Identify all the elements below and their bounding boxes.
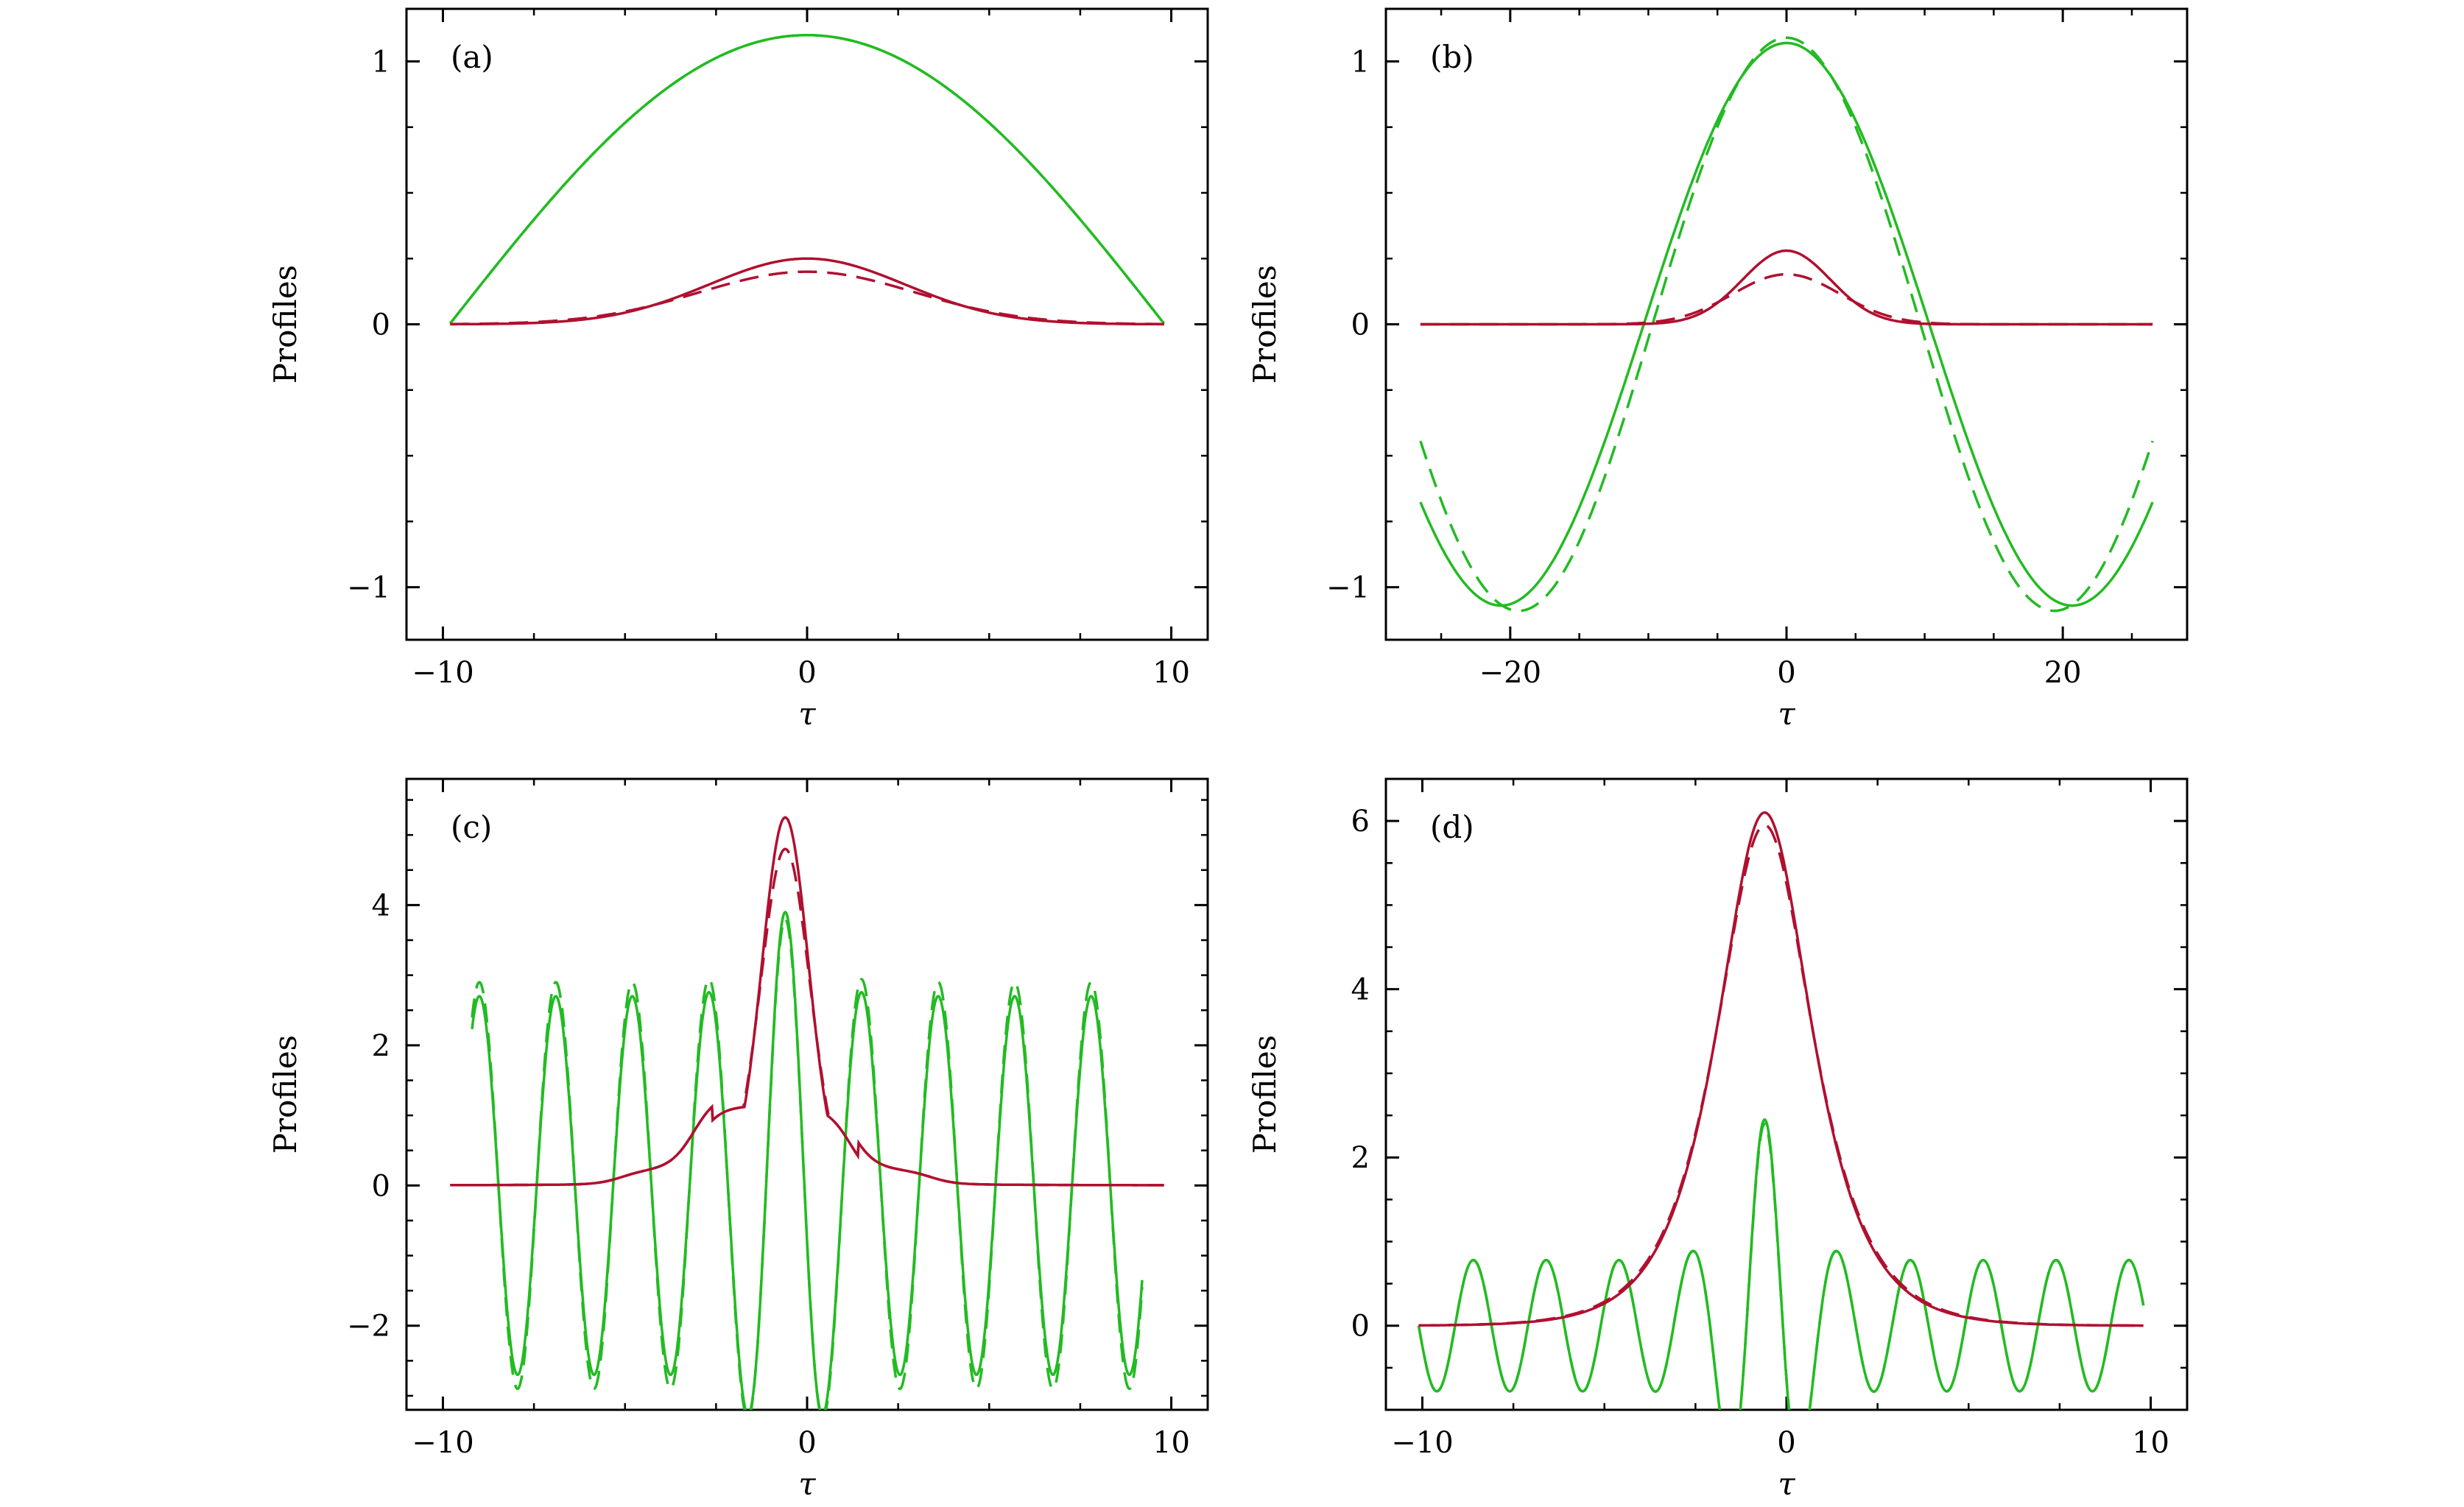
series-red-dashed [450, 270, 1164, 325]
y-tick-label: 2 [1351, 1141, 1370, 1175]
y-tick-label: 0 [372, 308, 390, 342]
panel-label: (a) [451, 39, 493, 75]
x-tick-label: 0 [1777, 656, 1795, 690]
y-tick-label: 0 [1351, 1310, 1370, 1344]
series-green-dashed [1417, 1122, 2145, 1410]
series-red-solid [450, 257, 1164, 326]
y-axis-label: Profiles [267, 265, 303, 384]
y-axis-label: Profiles [1247, 1035, 1283, 1154]
panel-c: −10 0 10 −2 0 2 4 τ Profiles (c) [267, 777, 1209, 1502]
y-tick-label: 0 [1351, 308, 1370, 342]
series-red-dashed [1418, 824, 2144, 1327]
series-green-dashed [1419, 36, 2154, 613]
panel-label: (d) [1430, 809, 1474, 845]
panel-d: −10 0 10 0 2 4 6 τ Profiles (d) [1247, 777, 2189, 1502]
panel-label: (b) [1430, 39, 1474, 75]
x-axis-label: τ [798, 696, 816, 732]
y-tick-label: −2 [347, 1310, 390, 1344]
y-axis-label: Profiles [267, 1035, 303, 1154]
x-axis-label: τ [798, 1466, 816, 1502]
x-tick-label: 0 [798, 656, 816, 690]
y-tick-label: 1 [372, 45, 390, 79]
y-tick-label: −1 [1326, 571, 1370, 605]
y-tick-label: 4 [1351, 973, 1370, 1007]
series-red-dashed [1420, 272, 2153, 326]
series-red-solid [1420, 249, 2153, 326]
series-red-solid [450, 816, 1164, 1187]
x-tick-label: 10 [1152, 1426, 1190, 1460]
x-axis-label: τ [1778, 1466, 1795, 1502]
series-red-dashed [450, 847, 1164, 1187]
x-tick-label: 0 [798, 1426, 816, 1460]
series-green-dashed [471, 917, 1144, 1410]
y-tick-label: −1 [347, 571, 390, 605]
y-tick-label: 2 [372, 1029, 390, 1063]
series-green-solid [448, 33, 1166, 325]
y-tick-label: 0 [372, 1169, 390, 1203]
y-tick-label: 4 [372, 889, 390, 922]
x-tick-label: 0 [1777, 1426, 1795, 1460]
y-axis-label: Profiles [1247, 265, 1283, 384]
panel-label: (c) [451, 809, 492, 845]
panel-b: −20 0 20 −1 0 1 τ Profiles (b) [1247, 7, 2189, 732]
series-red-solid [1418, 811, 2144, 1327]
y-tick-label: 6 [1351, 805, 1370, 839]
series-green-solid [1419, 41, 2154, 607]
x-axis-label: τ [1778, 696, 1795, 732]
x-tick-label: −10 [1391, 1426, 1453, 1460]
series-green-dashed [448, 33, 1166, 325]
x-tick-label: −10 [412, 1426, 474, 1460]
x-tick-label: −10 [412, 656, 474, 690]
y-tick-label: 1 [1351, 45, 1370, 79]
x-tick-label: 10 [1152, 656, 1190, 690]
x-tick-label: −20 [1479, 656, 1541, 690]
x-tick-label: 10 [2132, 1426, 2169, 1460]
x-tick-label: 20 [2044, 656, 2082, 690]
